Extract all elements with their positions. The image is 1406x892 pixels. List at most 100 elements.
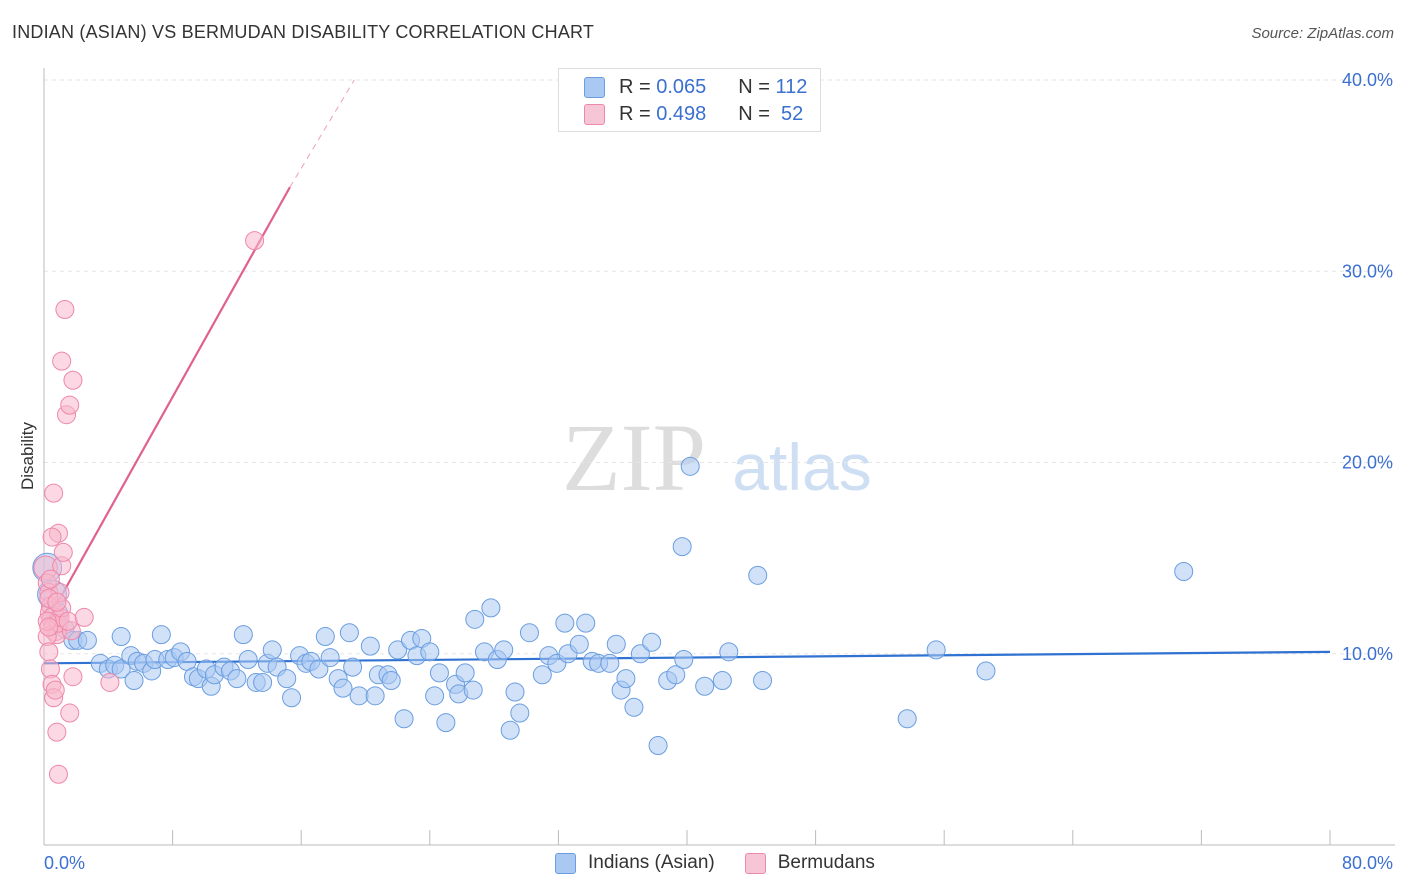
bermudan-point [48,764,68,784]
indian-point [349,686,369,706]
indian-point [463,680,483,700]
indian-point [519,623,539,643]
indian-point [320,648,340,668]
bermudan-point [74,607,94,627]
indian-point [429,663,449,683]
legend-r-label: R = [619,75,651,98]
indian-point [420,642,440,662]
indian-point [365,686,385,706]
indian-point [394,709,414,729]
x-tick-label: 0.0% [44,853,85,873]
indian-point [569,634,589,654]
indian-point [510,703,530,723]
indian-point [381,671,401,691]
indian-point [672,537,692,557]
bermudan-point [53,542,73,562]
watermark-zip: ZIP [562,404,706,511]
legend-r-value: 0.065 [656,75,707,98]
bermudan-point [52,351,72,371]
legend-n-label: N = [738,75,770,98]
indian-point [680,456,700,476]
indian-point [253,672,273,692]
trend-lines [43,79,1331,665]
y-tick-label: 30.0% [1342,261,1393,281]
bermudan-point [58,611,78,631]
indian-point [712,671,732,691]
legend-row-indians: R = 0.065 N = 112 [584,75,807,99]
indian-point [262,640,282,660]
legend-r-value: 0.498 [656,102,707,125]
series-label: Bermudans [777,852,875,873]
indian-point [111,627,131,647]
indian-point [642,632,662,652]
indian-point [425,686,445,706]
bermudan-point [63,667,83,687]
indian-point [481,598,501,618]
legend-n-value: 52 [775,102,804,125]
indian-point [282,688,302,708]
indian-point [277,669,297,689]
chart-title: INDIAN (ASIAN) VS BERMUDAN DISABILITY CO… [12,22,595,42]
bermudan-point [55,300,75,319]
indian-point [555,613,575,633]
pink-swatch [744,852,766,874]
indian-point [436,713,456,733]
series-legend-bermudans: Bermudans [744,852,875,874]
bermudan-point [44,483,64,503]
bermudan-point [63,370,83,390]
indian-point [309,659,329,679]
indian-point [360,636,380,656]
indian-point [343,657,363,677]
indian-point [1174,562,1194,582]
blue-swatch [555,852,576,874]
indian-point [576,613,596,633]
indian-point [77,630,97,650]
series-label: Indians (Asian) [588,852,715,873]
bermudan-point [245,231,265,251]
bermudan-point [42,527,62,547]
indian-point [339,623,359,643]
y-tick-label: 20.0% [1342,453,1393,473]
indian-point [897,709,917,729]
bermudan-point [100,672,120,692]
indian-point [233,625,253,645]
bermudan-point [39,617,59,637]
indian-point [494,640,514,660]
indian-point [465,609,485,629]
watermark-atlas: atlas [732,430,871,504]
indian-point [719,642,739,662]
indian-point [748,565,768,585]
indian-point [624,697,644,717]
legend-n-value: 112 [775,75,808,98]
indian-point [753,671,773,691]
trend-line-extension [289,79,355,188]
bermudan-point [45,680,65,700]
indian-point [151,625,171,645]
indian-point [606,634,626,654]
indian-point [674,649,694,669]
indian-point [630,644,650,664]
series-legend-indians: Indians (Asian) [555,852,715,874]
bermudan-point [47,592,67,612]
indian-point [976,661,996,681]
indian-point [648,736,668,756]
legend-row-bermudans: R = 0.498 N = 52 [584,102,803,126]
indian-point [926,640,946,660]
indian-point [505,682,525,702]
indian-point [666,665,686,685]
legend-r-label: R = [619,102,651,125]
tick-labels: 10.0% 20.0% 30.0% 40.0% 0.0% 80.0% [44,70,1393,873]
indian-point [315,627,335,647]
indian-point [238,649,258,669]
bermudan-point [39,642,59,662]
blue-swatch [584,76,605,98]
indian-point [455,663,475,683]
bermudan-point [60,395,80,415]
indian-point [227,669,247,689]
x-tick-label: 80.0% [1342,853,1393,873]
axes [43,68,1395,846]
indian-point [695,676,715,696]
y-tick-label: 40.0% [1342,70,1393,90]
indian-point [532,665,552,685]
